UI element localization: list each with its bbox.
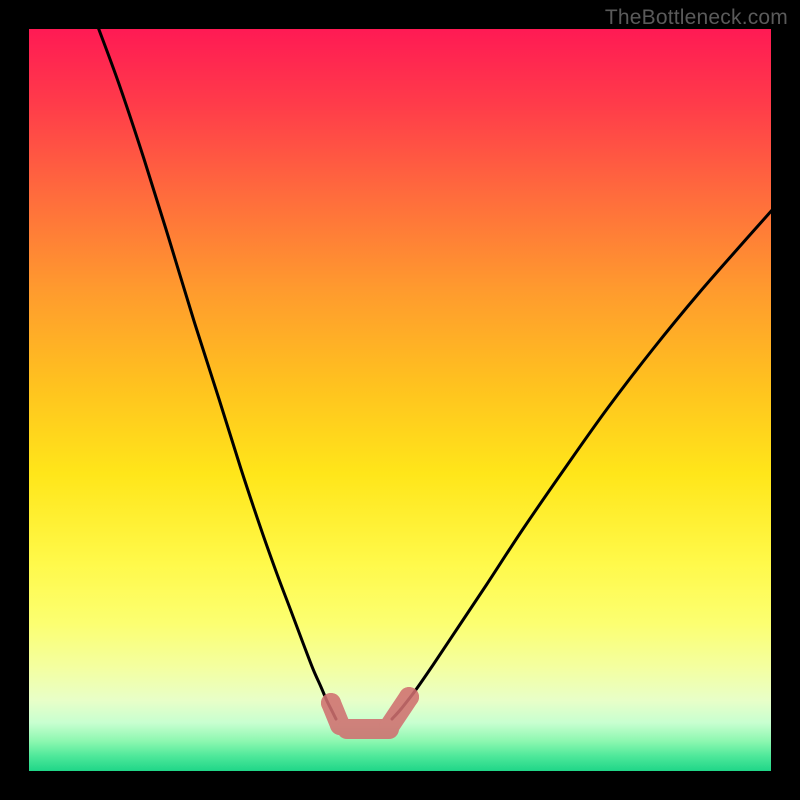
watermark-text: TheBottleneck.com [605, 6, 788, 30]
marker-cap [399, 687, 419, 707]
plot-area [29, 29, 771, 771]
curves-layer [29, 29, 771, 771]
right-curve [392, 209, 771, 719]
chart-frame: TheBottleneck.com [0, 0, 800, 800]
left-curve [98, 29, 336, 719]
